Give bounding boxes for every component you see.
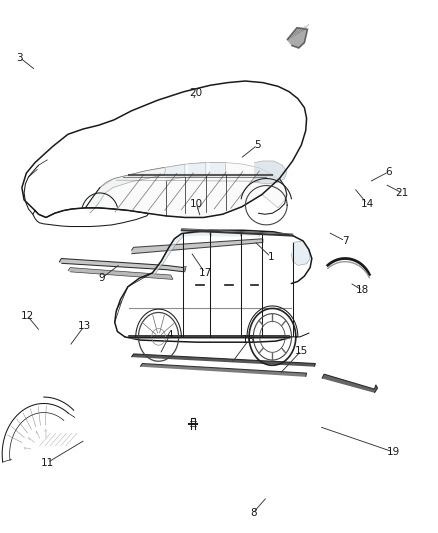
- Polygon shape: [254, 161, 287, 184]
- Polygon shape: [287, 28, 307, 48]
- Polygon shape: [291, 241, 310, 265]
- Polygon shape: [140, 364, 307, 377]
- Text: 5: 5: [254, 140, 261, 150]
- Polygon shape: [183, 232, 210, 237]
- Polygon shape: [85, 167, 166, 213]
- Polygon shape: [209, 163, 226, 175]
- Polygon shape: [166, 164, 185, 181]
- Text: 14: 14: [360, 199, 374, 208]
- Polygon shape: [59, 259, 184, 272]
- Text: 10: 10: [190, 199, 203, 208]
- Text: 17: 17: [198, 268, 212, 278]
- Text: 12: 12: [21, 311, 34, 320]
- Text: 16: 16: [242, 335, 255, 345]
- Polygon shape: [322, 374, 378, 393]
- Polygon shape: [131, 239, 263, 254]
- Text: 20: 20: [190, 88, 203, 98]
- Text: 3: 3: [16, 53, 23, 62]
- Polygon shape: [211, 232, 240, 236]
- Text: 19: 19: [387, 447, 400, 457]
- Polygon shape: [152, 233, 183, 275]
- Text: 7: 7: [342, 236, 349, 246]
- Polygon shape: [241, 232, 259, 237]
- Text: 13: 13: [78, 321, 91, 331]
- Text: 8: 8: [250, 508, 257, 518]
- Polygon shape: [99, 163, 287, 217]
- Polygon shape: [188, 163, 206, 177]
- Text: 11: 11: [41, 458, 54, 467]
- Text: 18: 18: [356, 286, 369, 295]
- Text: 15: 15: [295, 346, 308, 356]
- Text: 4: 4: [166, 330, 173, 340]
- Text: 6: 6: [385, 167, 392, 176]
- Polygon shape: [131, 354, 315, 367]
- Text: 21: 21: [396, 188, 409, 198]
- Polygon shape: [68, 268, 173, 279]
- Text: 1: 1: [267, 252, 274, 262]
- Text: 9: 9: [98, 273, 105, 283]
